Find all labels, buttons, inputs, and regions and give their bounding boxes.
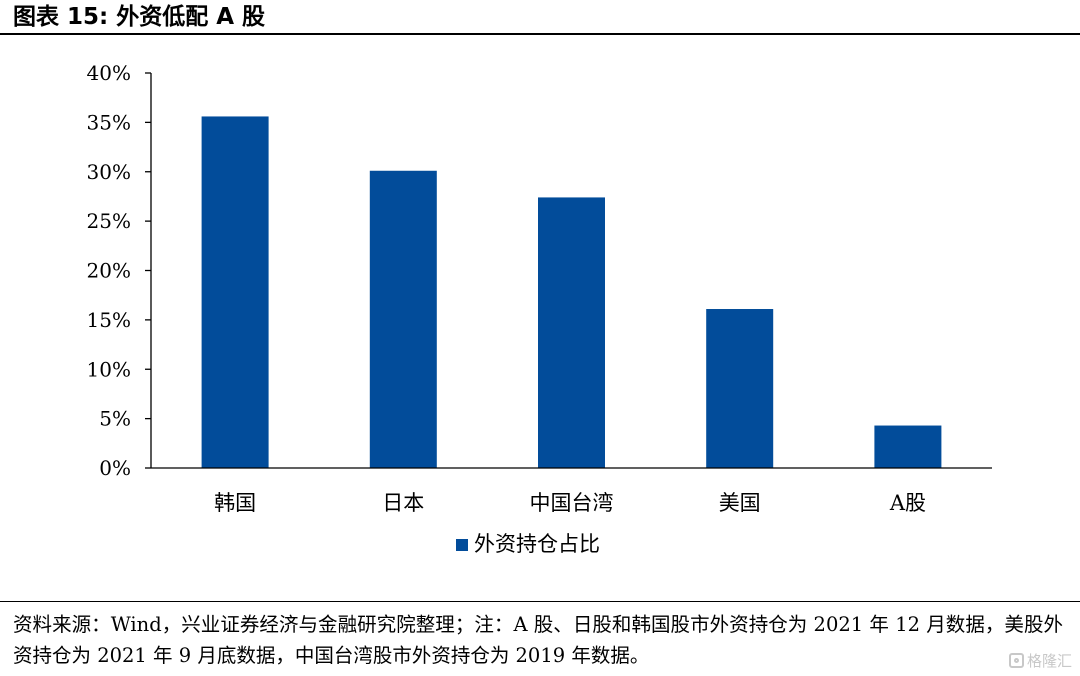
x-tick-label: 美国: [719, 491, 761, 515]
title-rule: [0, 33, 1080, 35]
watermark-text: 格隆汇: [1026, 652, 1072, 670]
watermark-logo-icon: [1008, 653, 1024, 668]
bar-chart: 0% 5% 10% 15% 20% 25% 30% 35% 40% 韩国 日本 中国台湾 美国 A股 外…: [87, 61, 992, 556]
y-tick-label: 35%: [87, 110, 131, 134]
x-tick-label: 中国台湾: [530, 491, 614, 515]
legend-label: 外资持仓占比: [474, 532, 600, 556]
legend: 外资持仓占比: [456, 532, 600, 556]
y-tick-label: 20%: [87, 259, 131, 283]
bar: [874, 425, 942, 468]
figure-title: 图表 15: 外资低配 A 股: [13, 4, 266, 30]
y-tick-label: 5%: [99, 407, 131, 431]
x-tick-label: A股: [889, 491, 926, 515]
x-axis: 韩国 日本 中国台湾 美国 A股: [151, 467, 992, 515]
y-tick-label: 10%: [87, 357, 131, 381]
legend-swatch: [456, 539, 468, 551]
y-tick-label: 15%: [87, 308, 131, 332]
bars-group: [201, 116, 942, 469]
note-rule: [0, 601, 1080, 602]
x-tick-label: 日本: [382, 491, 424, 515]
y-tick-label: 25%: [87, 209, 131, 233]
source-note: 资料来源：Wind，兴业证券经济与金融研究院整理；注：A 股、日股和韩国股市外资…: [13, 613, 1063, 667]
y-tick-label: 40%: [87, 61, 131, 85]
y-tick-label: 30%: [87, 160, 131, 184]
x-tick-label: 韩国: [214, 491, 256, 515]
bar: [201, 116, 269, 468]
bar: [706, 309, 774, 468]
bar: [538, 197, 605, 469]
y-tick-label: 0%: [99, 456, 131, 480]
watermark: 格隆汇: [1008, 650, 1072, 671]
y-axis: 0% 5% 10% 15% 20% 25% 30% 35% 40%: [87, 61, 152, 480]
bar: [369, 170, 437, 468]
